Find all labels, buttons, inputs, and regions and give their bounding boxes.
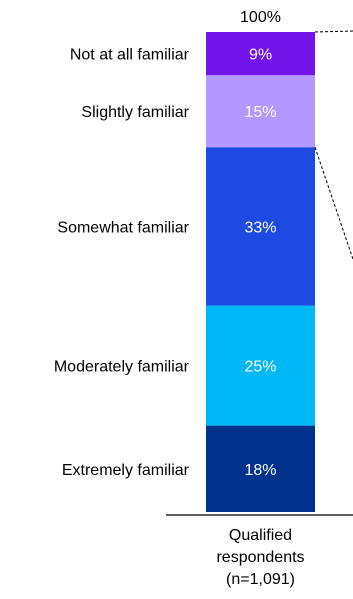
category-label-line-1: Qualified [229, 527, 292, 544]
data-label-extremely-familiar: 18% [244, 462, 276, 479]
legend-label-not-at-all-familiar: Not at all familiar [70, 47, 190, 64]
legend-label-slightly-familiar: Slightly familiar [81, 104, 189, 121]
bar-segment-extremely-familiar [206, 425, 315, 512]
total-label: 100% [240, 9, 281, 26]
bar-segment-slightly-familiar [206, 75, 315, 148]
data-label-moderately-familiar: 25% [244, 359, 276, 376]
connector-line-top [314, 30, 353, 33]
legend-label-somewhat-familiar: Somewhat familiar [57, 219, 189, 236]
category-label-line-2: respondents [216, 549, 304, 566]
category-label-line-3: (n=1,091) [226, 571, 295, 588]
data-label-slightly-familiar: 15% [244, 104, 276, 121]
bar-segment-not-at-all-familiar [206, 32, 315, 76]
connector-line-bottom [314, 147, 353, 260]
bar-segment-somewhat-familiar [206, 147, 315, 306]
legend-label-moderately-familiar: Moderately familiar [54, 359, 190, 376]
legend-label-extremely-familiar: Extremely familiar [62, 462, 190, 479]
bar-segment-moderately-familiar [206, 305, 315, 426]
data-label-somewhat-familiar: 33% [244, 219, 276, 236]
data-label-not-at-all-familiar: 9% [249, 47, 272, 64]
